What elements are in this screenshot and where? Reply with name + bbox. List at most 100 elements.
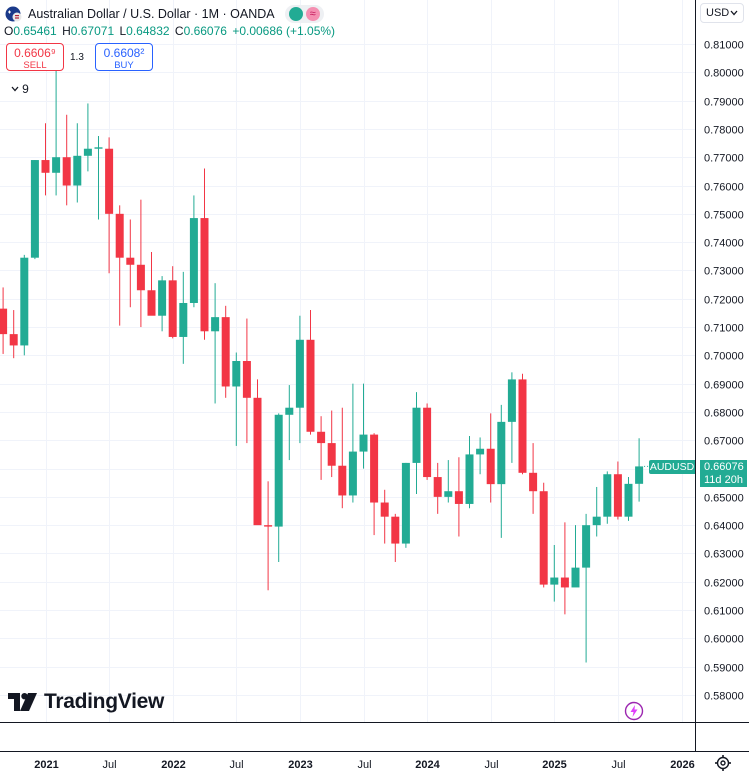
candle [592,486,601,537]
candle [635,438,644,502]
candle-body [285,407,294,415]
candle-body [94,147,103,149]
y-tick-label: 0.77000 [704,153,744,165]
candle-body [232,361,241,387]
candle [603,471,612,524]
open-key: O [4,24,14,38]
y-tick-label: 0.60000 [704,634,744,646]
candle [189,195,198,308]
y-tick-label: 0.64000 [704,521,744,533]
candle [412,392,421,495]
lightning-icon[interactable] [624,701,644,721]
candle-body [52,157,61,173]
x-axis-ticks: 2021 Jul 2022 Jul 2023 Jul 2024 Jul 2025 Jul 2026 [34,759,694,771]
candle-body [211,317,220,332]
tradingview-logo[interactable]: TradingView [8,690,164,714]
candle [380,489,389,544]
candle [338,407,347,509]
candle-body [20,257,29,346]
candle-body [412,407,421,463]
y-tick-label: 0.79000 [704,97,744,109]
candle-body [264,525,273,527]
y-tick-label: 0.81000 [704,40,744,52]
candle [454,457,463,537]
candle-body [136,264,145,291]
candle [73,123,82,203]
candle-body [635,466,644,484]
candle-body [560,577,569,588]
y-tick-label: 0.67000 [704,436,744,448]
y-tick-label: 0.65000 [704,493,744,505]
change-value: +0.00686 (+1.05%) [232,24,336,38]
buy-price: 0.6608² [103,46,145,60]
currency-select[interactable]: USD [700,3,744,23]
candle-body [391,516,400,544]
chart-header[interactable]: Australian Dollar / U.S. Dollar · 1M · O… [4,4,324,24]
candle-body [189,218,198,303]
grid [0,0,695,722]
symbol-title[interactable]: Australian Dollar / U.S. Dollar · 1M · O… [28,7,275,21]
candle-body [486,448,495,485]
candle [370,433,379,536]
y-tick-label: 0.76000 [704,182,744,194]
y-tick-label: 0.63000 [704,549,744,561]
candle [486,413,495,503]
y-tick-label: 0.75000 [704,210,744,222]
bar-countdown: 11d 20h [704,474,743,486]
candle [126,219,135,308]
candle-body [465,454,474,504]
candle-body [401,462,410,544]
candle [200,168,209,340]
x-tick-label: 2025 [542,759,566,771]
candle [423,403,432,480]
candle [433,462,442,514]
candle-body [444,491,453,497]
candle-body [158,280,167,316]
candle [624,477,633,521]
chevron-down-icon [730,10,738,16]
candle-body [274,414,283,527]
x-tick-label: 2026 [670,759,694,771]
y-tick-label: 0.68000 [704,408,744,420]
status-badge[interactable]: ≈ [284,5,324,23]
y-tick-label: 0.71000 [704,323,744,335]
candle-body [317,431,326,444]
last-price-tag: 0.66076 11d 20h [700,460,747,487]
candle-body [179,302,188,337]
candle-body [539,491,548,585]
candle [518,373,527,475]
chevron-down-icon [11,86,19,92]
x-tick-label: Jul [611,759,625,771]
sell-button[interactable]: 0.6606⁹ SELL [6,43,64,71]
gear-icon[interactable] [714,754,732,772]
candle [9,310,18,359]
candle [242,318,251,444]
candle-body [83,148,92,156]
buy-button[interactable]: 0.6608² BUY [95,43,153,71]
y-tick-label: 0.69000 [704,380,744,392]
candle [253,379,262,526]
sell-price: 0.6606⁹ [14,46,56,60]
y-tick-label: 0.62000 [704,578,744,590]
candle-body [73,155,82,186]
candle [94,135,103,220]
candle [348,383,357,503]
candle-body [221,317,230,387]
candle [168,266,177,339]
symbol-price-label: AUDUSD [649,460,695,474]
candle [83,103,92,172]
x-tick-label: 2023 [288,759,312,771]
y-tick-label: 0.70000 [704,351,744,363]
candle-body [168,280,177,337]
tradingview-logo-text: TradingView [44,690,165,713]
candle-body [327,443,336,466]
currency-label: USD [706,7,730,19]
x-tick-label: Jul [484,759,498,771]
candle [476,437,485,475]
candle [274,413,283,562]
y-axis-ticks: 0.58000 0.59000 0.60000 0.61000 0.62000 0.630… [704,40,744,703]
indicators-toggle-button[interactable]: 9 [6,79,34,99]
flag-icon [5,6,22,22]
indicators-count: 9 [22,82,29,96]
